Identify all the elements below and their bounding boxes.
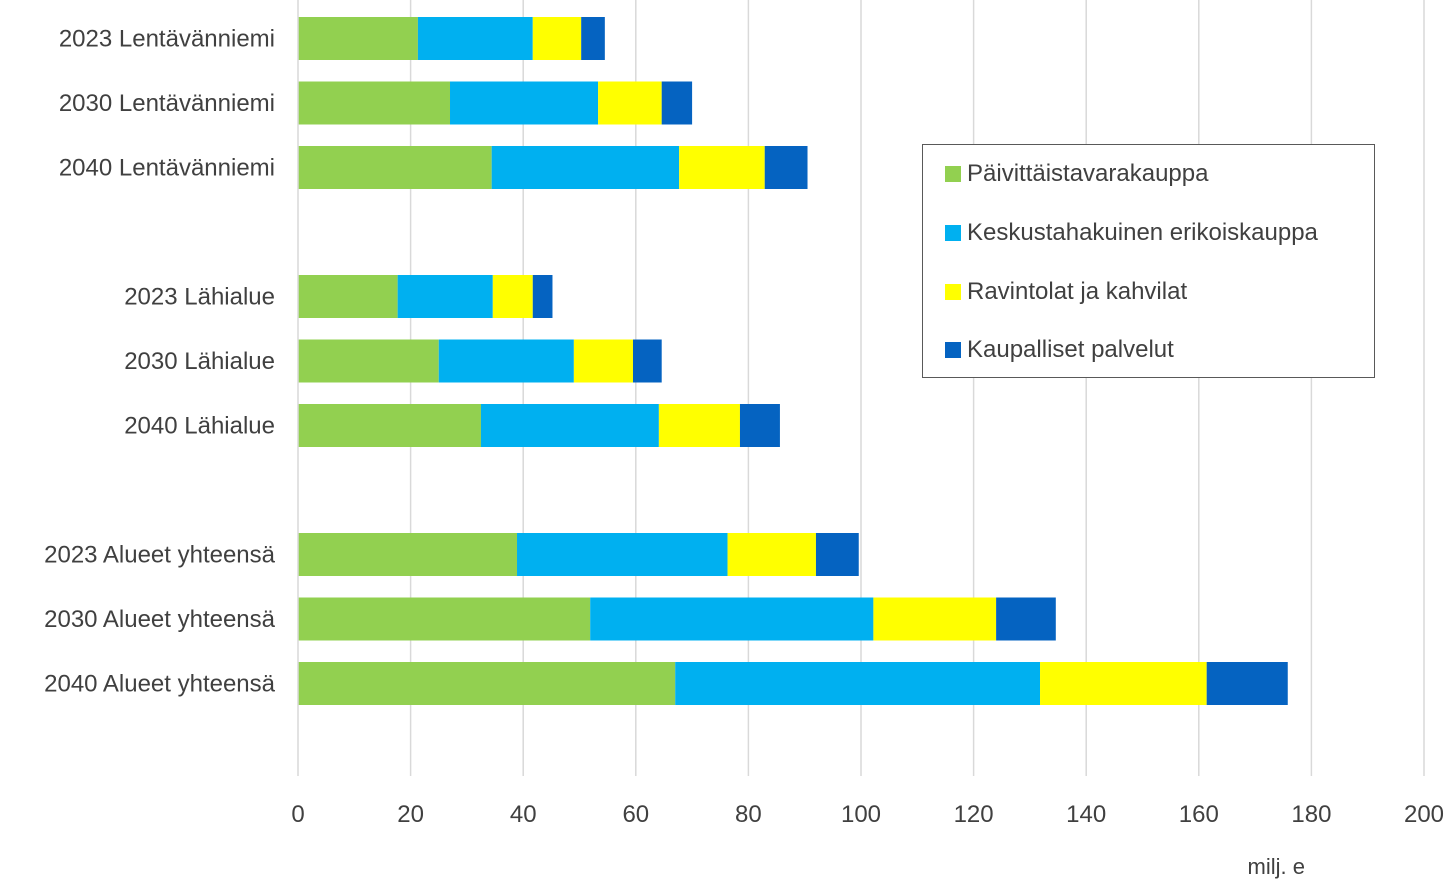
legend: Päivittäistavarakauppa Keskustahakuinen e…: [922, 144, 1375, 378]
legend-label: Keskustahakuinen erikoiskauppa: [967, 219, 1318, 246]
category-label: 2030 Lähialue: [124, 348, 275, 375]
x-tick-labels: 0 20 40 60 80 100 120 140 160 180 200: [291, 801, 1444, 828]
legend-label: Päivittäistavarakauppa: [967, 160, 1209, 187]
bar-segment-series-0: [298, 17, 418, 60]
bar-segment-series-0: [298, 339, 439, 383]
bar-segment-series-2: [492, 275, 533, 318]
category-label: 2030 Lentävänniemi: [59, 90, 275, 117]
category-label: 2023 Lähialue: [124, 284, 275, 311]
category-label: 2040 Alueet yhteensä: [44, 671, 276, 698]
bar-segment-series-3: [1206, 662, 1288, 705]
x-tick-100: 100: [841, 801, 881, 828]
bar-segment-series-2: [573, 339, 633, 383]
bar-segment-series-3: [661, 81, 693, 125]
bar-segment-series-2: [727, 533, 816, 576]
bar-segment-series-2: [532, 17, 582, 60]
category-label: 2023 Lentävänniemi: [59, 26, 275, 53]
category-label: 2040 Lähialue: [124, 413, 275, 440]
bar-segment-series-2: [1040, 662, 1207, 705]
x-tick-140: 140: [1066, 801, 1106, 828]
bar-segment-series-3: [532, 275, 553, 318]
bar-segment-series-2: [873, 597, 997, 641]
x-tick-60: 60: [622, 801, 649, 828]
bar-segment-series-0: [298, 275, 398, 318]
category-label: 2040 Lentävänniemi: [59, 155, 275, 182]
category-label: 2030 Alueet yhteensä: [44, 606, 276, 633]
x-tick-0: 0: [291, 801, 304, 828]
category-labels: 2023 Lentävänniemi 2030 Lentävänniemi 2040…: [44, 26, 276, 698]
legend-swatch: [945, 342, 961, 358]
bar-segment-series-2: [679, 146, 765, 189]
bar-segment-series-3: [739, 404, 780, 447]
bar-segment-series-1: [480, 404, 659, 447]
x-tick-40: 40: [510, 801, 537, 828]
bar-segment-series-1: [675, 662, 1041, 705]
x-tick-80: 80: [735, 801, 762, 828]
bar-segment-series-1: [397, 275, 493, 318]
bar-segment-series-2: [598, 81, 662, 125]
legend-swatch: [945, 225, 961, 241]
legend-label: Ravintolat ja kahvilat: [967, 278, 1188, 305]
category-label: 2023 Alueet yhteensä: [44, 542, 276, 569]
legend-item: Päivittäistavarakauppa: [945, 159, 1208, 189]
legend-item: Keskustahakuinen erikoiskauppa: [945, 218, 1318, 248]
legend-item: Kaupalliset palvelut: [945, 335, 1174, 365]
bar-segment-series-1: [438, 339, 574, 383]
x-tick-200: 200: [1404, 801, 1444, 828]
bar-segment-series-3: [581, 17, 605, 60]
bar-marks: [298, 17, 1288, 705]
x-tick-180: 180: [1291, 801, 1331, 828]
bar-segment-series-1: [590, 597, 874, 641]
bar-segment-series-3: [764, 146, 808, 189]
legend-swatch: [945, 284, 961, 300]
grid-lines: [409, 0, 1425, 776]
legend-swatch: [945, 166, 961, 182]
legend-item: Ravintolat ja kahvilat: [945, 277, 1187, 307]
bar-segment-series-1: [450, 81, 599, 125]
bar-segment-series-0: [298, 533, 518, 576]
x-tick-120: 120: [954, 801, 994, 828]
bar-segment-series-1: [491, 146, 680, 189]
bar-segment-series-2: [658, 404, 740, 447]
bar-segment-series-0: [298, 81, 451, 125]
legend-label: Kaupalliset palvelut: [967, 336, 1174, 363]
x-axis-unit-label: milj. e: [1248, 854, 1305, 879]
x-tick-20: 20: [397, 801, 424, 828]
bar-segment-series-0: [298, 597, 591, 641]
bar-segment-series-3: [815, 533, 859, 576]
bar-segment-series-0: [298, 146, 492, 189]
x-tick-160: 160: [1179, 801, 1219, 828]
bar-segment-series-3: [996, 597, 1056, 641]
bar-segment-series-0: [298, 662, 676, 705]
bar-segment-series-1: [417, 17, 533, 60]
bar-segment-series-3: [632, 339, 662, 383]
bar-segment-series-0: [298, 404, 481, 447]
bar-segment-series-1: [517, 533, 728, 576]
